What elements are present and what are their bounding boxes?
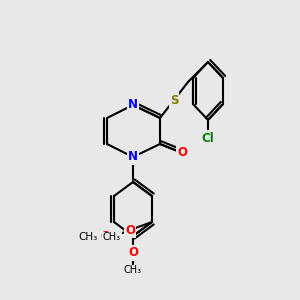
- Text: O: O: [100, 230, 110, 244]
- Text: S: S: [170, 94, 178, 106]
- Text: O: O: [125, 224, 135, 236]
- Text: N: N: [128, 98, 138, 112]
- Text: Cl: Cl: [202, 131, 214, 145]
- Text: O: O: [177, 146, 187, 158]
- Text: CH₃: CH₃: [79, 232, 98, 242]
- Text: CH₃: CH₃: [124, 265, 142, 275]
- Text: CH₃: CH₃: [103, 232, 121, 242]
- Text: O: O: [128, 247, 138, 260]
- Text: N: N: [128, 151, 138, 164]
